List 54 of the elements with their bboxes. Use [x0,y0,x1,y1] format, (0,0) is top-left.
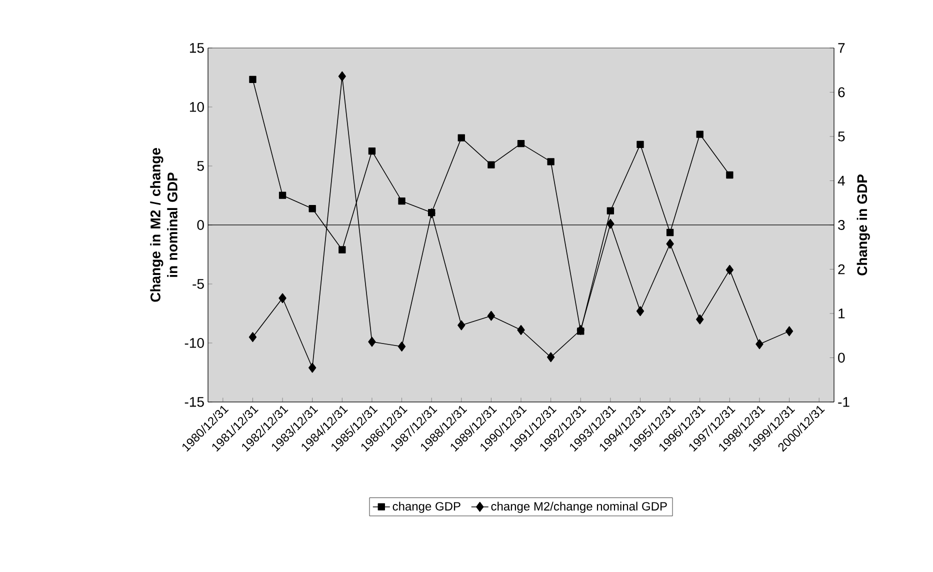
y2-tick-label: 0 [838,352,845,363]
point [517,140,525,148]
y2-tick-label: 2 [838,264,845,274]
point [278,293,286,304]
point [488,161,495,168]
y2-tick-label: 5 [838,132,845,142]
y-tick-label: -5 [192,279,204,289]
point [458,320,466,330]
y2-tick-label: 6 [838,87,845,98]
point [636,306,644,316]
point [517,325,525,335]
point [547,158,554,166]
point [458,134,465,142]
y-tick-label: -10 [184,338,204,348]
y-tick-label: 5 [197,161,204,171]
point [249,76,256,83]
legend-label: change M2/change nominal GDP [491,502,667,513]
y2-tick-label: 3 [838,220,845,230]
y-axis-title: Change in M2 / change in nominal GDP [150,148,178,302]
point [785,326,794,336]
legend-label: change GDP [392,502,460,513]
point [308,362,316,373]
y2-tick-label: -1 [838,397,850,407]
point [368,336,376,347]
y-tick-label: 15 [190,43,204,53]
point [666,228,674,236]
point [308,205,316,212]
y-tick-label: 0 [197,220,204,230]
y-tick-label: 10 [190,102,204,112]
point [696,314,704,324]
point [606,218,614,229]
point [577,328,584,335]
y2-axis-title: Change in GDP [856,174,870,276]
y2-tick-label: 4 [838,176,845,186]
point [487,310,496,321]
point [636,140,644,148]
point [666,238,674,249]
y-tick-label: -15 [184,397,204,407]
point [338,71,346,82]
point [248,332,257,342]
point [398,198,406,205]
y2-tick-label: 7 [838,43,845,53]
point [726,171,734,179]
point [606,207,614,214]
point [428,209,436,216]
point [368,148,376,155]
y2-tick-label: 1 [838,308,845,318]
point [726,264,734,275]
point [546,352,555,362]
point [696,130,704,138]
point [756,339,764,350]
point [278,192,286,199]
point [398,342,406,352]
point [338,246,346,254]
